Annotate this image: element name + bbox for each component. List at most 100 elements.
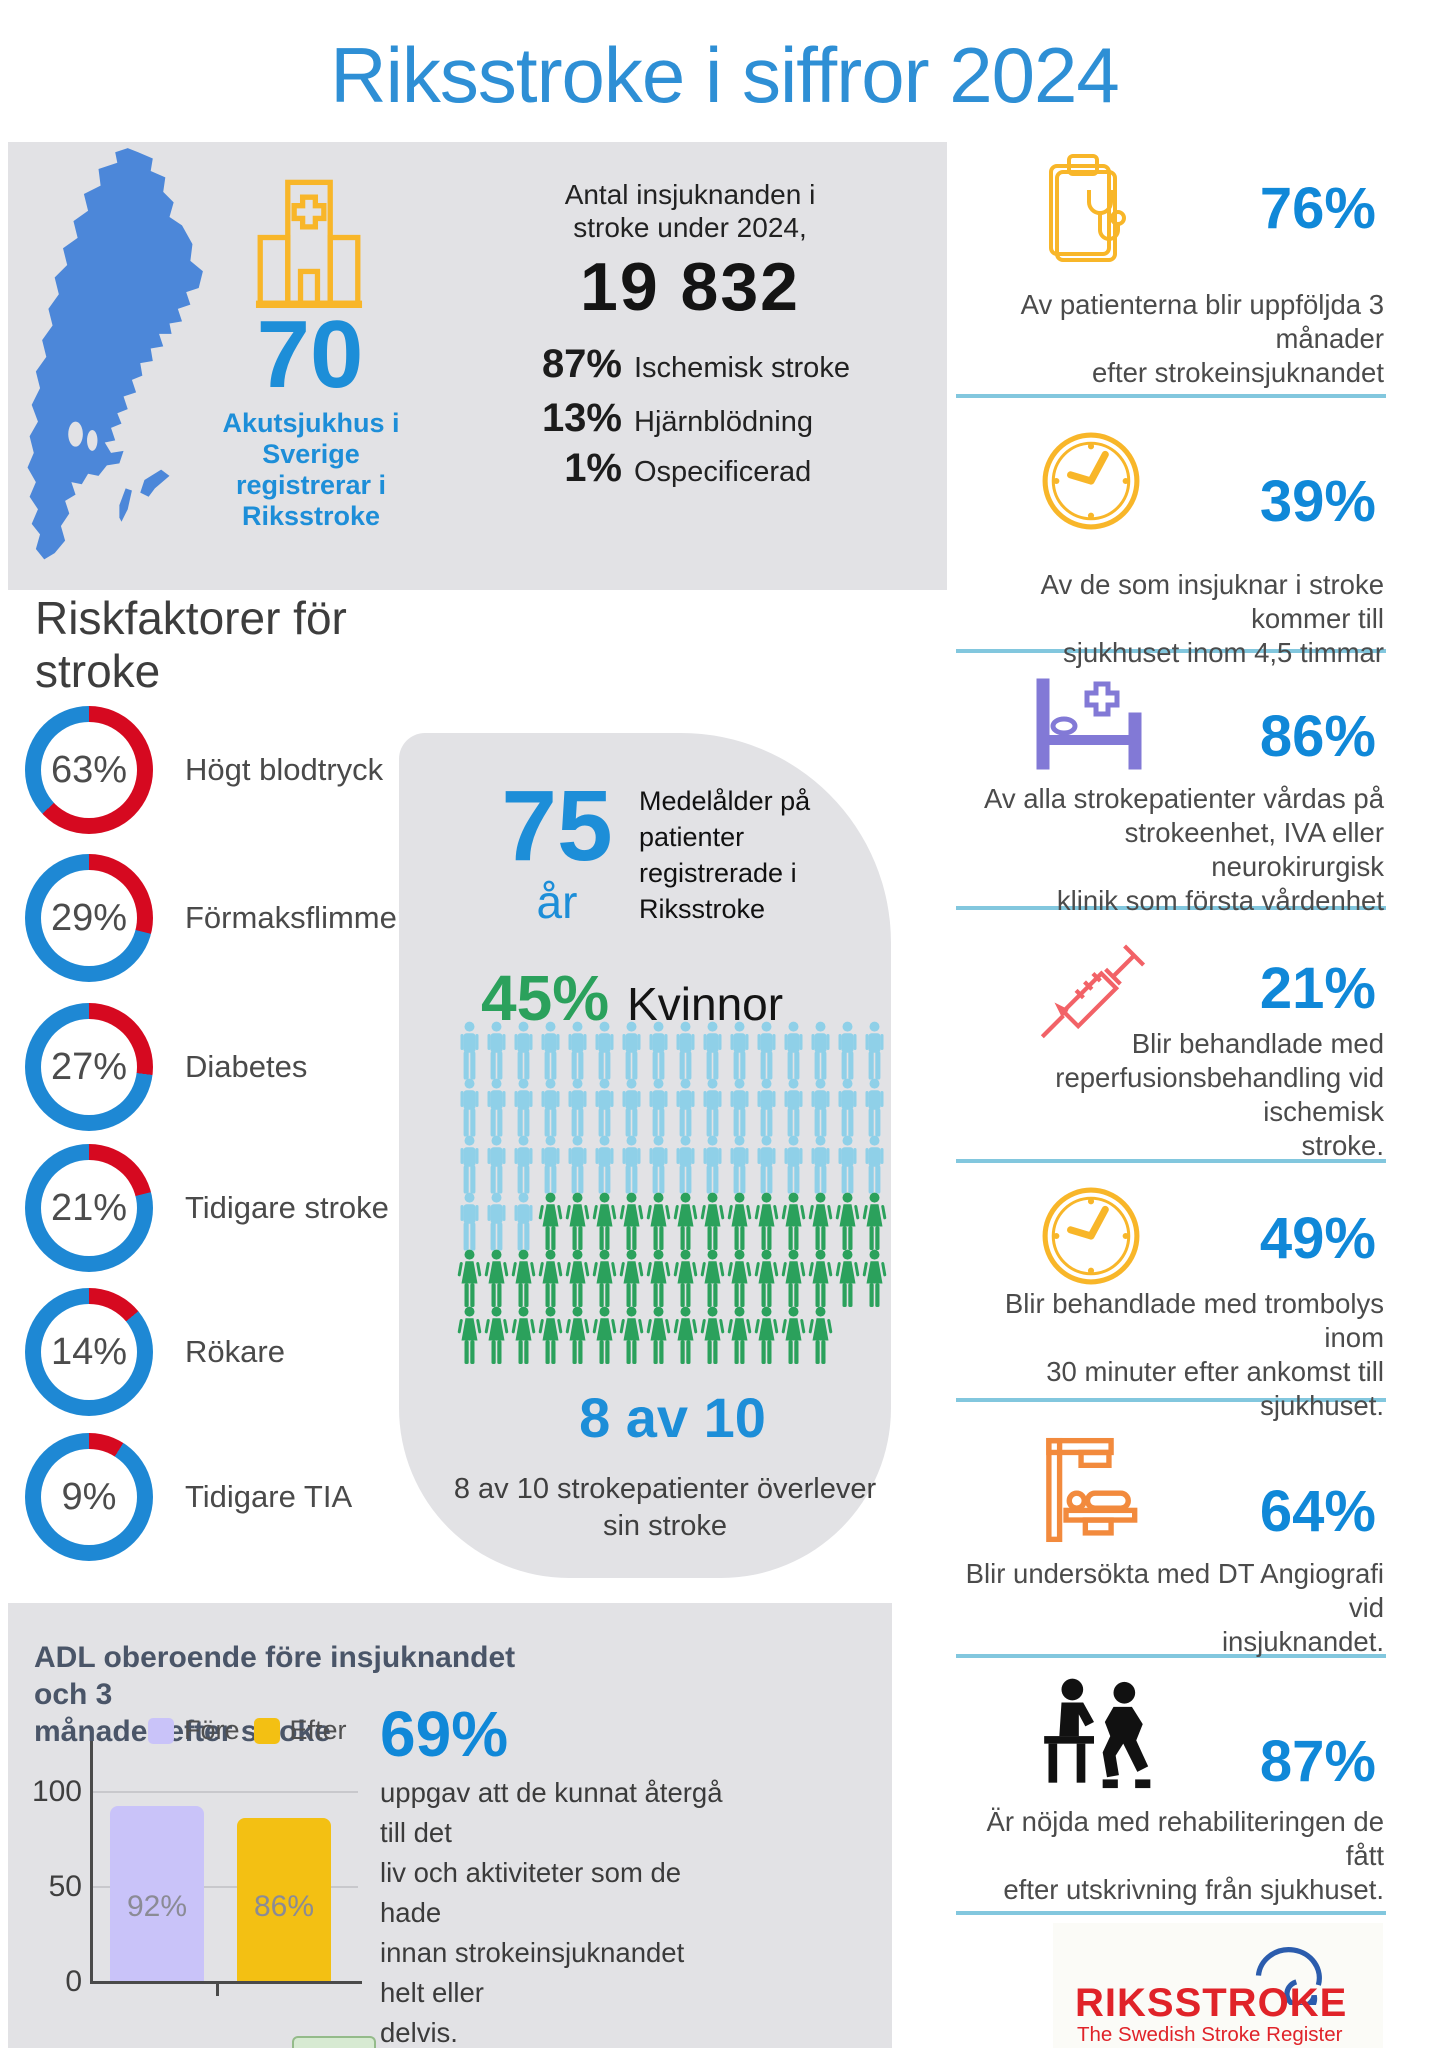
y-tick-100: 100 <box>31 1775 82 1808</box>
recovery-percentage: 69% <box>380 1698 509 1770</box>
male-person-icon <box>487 1021 506 1080</box>
female-person-icon <box>619 1306 644 1364</box>
stat-value: 86% <box>1259 704 1376 769</box>
male-person-icon <box>460 1135 479 1194</box>
pictogram-row <box>456 1306 892 1364</box>
female-person-icon <box>835 1192 860 1250</box>
pictogram-row <box>456 1249 892 1307</box>
male-person-icon <box>487 1135 506 1194</box>
legend-label: Efter <box>289 1715 347 1745</box>
stroke-cases-block: Antal insjuknanden i stroke under 2024, … <box>470 170 910 570</box>
risk-factor-row: 21% Tidigare stroke <box>0 1144 400 1272</box>
male-person-icon <box>568 1078 587 1137</box>
legend-swatch-efter <box>253 1717 280 1744</box>
stat-row-reperfusion: 21% Blir behandlade med reperfusionsbeha… <box>956 910 1386 1163</box>
stat-value: 39% <box>1259 469 1376 534</box>
male-person-icon <box>514 1192 533 1251</box>
x-axis-tick <box>216 1984 219 1996</box>
risk-factor-label: Rökare <box>185 1334 285 1369</box>
male-person-icon <box>460 1021 479 1080</box>
legend-label: Före <box>184 1715 240 1745</box>
mean-age-caption: Medelålder på patienter registrerade i R… <box>639 786 811 924</box>
stat-value: 87% <box>1259 1729 1376 1794</box>
male-person-icon <box>514 1078 533 1137</box>
risk-factor-row: 14% Rökare <box>0 1288 400 1416</box>
pictogram-row <box>456 1192 892 1251</box>
risk-factor-row: 27% Diabetes <box>0 1003 400 1131</box>
male-person-icon <box>541 1078 560 1137</box>
female-person-icon <box>565 1192 590 1250</box>
population-pictogram <box>456 1021 892 1364</box>
stroke-type-pct: 1% <box>564 446 622 490</box>
y-axis <box>90 1741 93 1983</box>
male-person-icon <box>649 1021 668 1080</box>
male-person-icon <box>784 1078 803 1137</box>
donut-value: 14% <box>50 1330 128 1373</box>
male-person-icon <box>595 1078 614 1137</box>
male-person-icon <box>865 1135 884 1194</box>
hospital-count: 70 <box>256 301 364 408</box>
stat-text: Av de som insjuknar i stroke kommer till… <box>1040 569 1384 668</box>
female-person-icon <box>565 1249 590 1307</box>
risk-factor-label: Högt blodtryck <box>185 752 384 787</box>
male-person-icon <box>730 1135 749 1194</box>
risk-factor-label: Förmaksflimmer <box>185 900 408 935</box>
logo-subtitle: The Swedish Stroke Register <box>1077 2023 1343 2046</box>
male-person-icon <box>784 1135 803 1194</box>
stat-row-thrombolysis: 49% Blir behandlade med trombolys inom 3… <box>956 1163 1386 1421</box>
female-person-icon <box>646 1192 671 1250</box>
stroke-type-row: 87% Ischemisk stroke <box>470 342 910 387</box>
male-person-icon <box>676 1021 695 1080</box>
sweden-map-icon <box>27 148 203 560</box>
bar-value-efter: 86% <box>253 1890 315 1923</box>
adl-chart-legend: Före Efter <box>148 1715 347 1746</box>
female-person-icon <box>862 1249 887 1307</box>
pictogram-row <box>456 1135 892 1194</box>
stroke-type-label: Ospecificerad <box>634 456 812 488</box>
stat-value: 76% <box>1259 176 1376 241</box>
male-person-icon <box>595 1135 614 1194</box>
male-person-icon <box>730 1021 749 1080</box>
clipboard-stethoscope-icon <box>1049 154 1126 262</box>
female-person-icon <box>511 1249 536 1307</box>
legend-item: Före <box>148 1715 240 1746</box>
stroke-type-row: 13% Hjärnblödning <box>470 396 910 441</box>
risk-factor-row: 29% Förmaksflimmer <box>0 854 407 982</box>
adl-chart-panel: ADL oberoende före insjuknandet och 3 må… <box>8 1603 892 2048</box>
male-person-icon <box>514 1021 533 1080</box>
female-person-icon <box>538 1306 563 1364</box>
legend-item: Efter <box>253 1715 347 1746</box>
female-person-icon <box>700 1306 725 1364</box>
stat-row-followup: 76% Av patienterna blir uppföljda 3 måna… <box>956 140 1386 398</box>
male-person-icon <box>622 1135 641 1194</box>
female-person-icon <box>673 1249 698 1307</box>
female-person-icon <box>727 1249 752 1307</box>
female-person-icon <box>484 1249 509 1307</box>
male-person-icon <box>649 1078 668 1137</box>
women-percentage: 45% <box>481 962 610 1034</box>
donut-chart-smoker <box>25 1288 153 1416</box>
risk-factor-label: Tidigare stroke <box>185 1190 389 1225</box>
donut-chart-previous-tia <box>25 1433 153 1561</box>
gridline-100 <box>92 1791 358 1793</box>
female-person-icon <box>457 1249 482 1307</box>
male-person-icon <box>865 1021 884 1080</box>
male-person-icon <box>811 1135 830 1194</box>
male-person-icon <box>784 1021 803 1080</box>
male-person-icon <box>568 1135 587 1194</box>
legend-swatch-fore <box>148 1717 174 1744</box>
male-person-icon <box>730 1078 749 1137</box>
male-person-icon <box>865 1078 884 1137</box>
demographics-panel: 75 år Medelålder på patienter registrera… <box>399 733 891 1578</box>
stroke-type-pct: 87% <box>541 342 622 386</box>
y-tick-50: 50 <box>48 1870 82 1903</box>
male-person-icon <box>622 1021 641 1080</box>
female-person-icon <box>781 1306 806 1364</box>
female-person-icon <box>862 1192 887 1250</box>
stat-text: Är nöjda med rehabiliteringen de fått ef… <box>986 1806 1384 1905</box>
stat-row-ct-angiography: 64% Blir undersökta med DT Angiografi vi… <box>956 1402 1386 1658</box>
risk-factors-heading: Riskfaktorer för stroke <box>35 592 347 697</box>
bar-value-fore: 92% <box>126 1890 188 1923</box>
rehabilitation-icon <box>1044 1678 1151 1789</box>
